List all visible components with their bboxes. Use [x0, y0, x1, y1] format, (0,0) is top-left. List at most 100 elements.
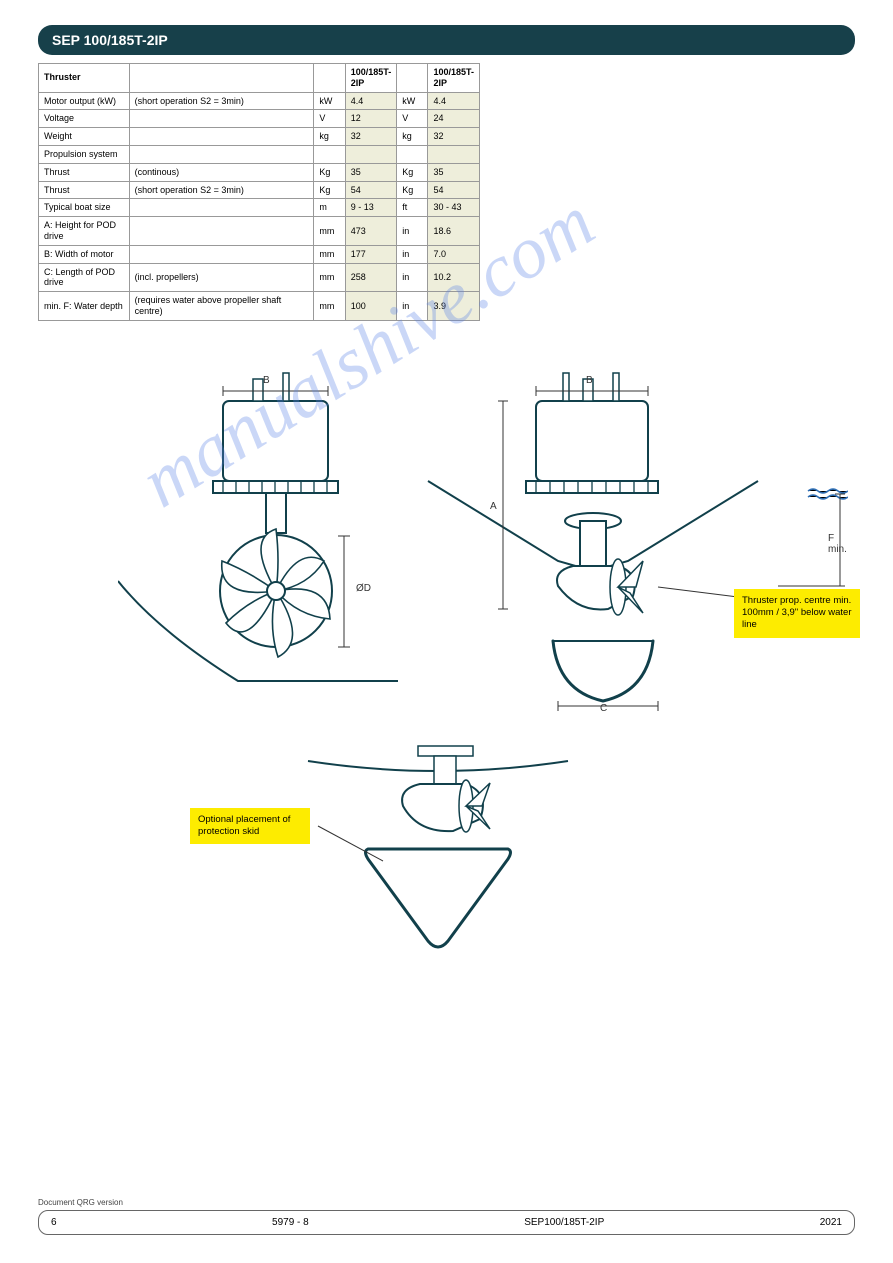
- dim-label-c: C: [600, 703, 607, 714]
- table-cell: [345, 145, 397, 163]
- table-cell: in: [397, 245, 428, 263]
- dim-label-b: B: [263, 375, 270, 386]
- col-header: [129, 64, 314, 93]
- table-cell: 473: [345, 217, 397, 246]
- table-cell: ft: [397, 199, 428, 217]
- table-cell: 54: [428, 181, 480, 199]
- table-cell: [129, 217, 314, 246]
- footer-year: 2021: [820, 1217, 842, 1228]
- table-cell: (requires water above propeller shaft ce…: [129, 292, 314, 321]
- table-cell: C: Length of POD drive: [39, 263, 130, 292]
- table-cell: 177: [345, 245, 397, 263]
- table-cell: V: [314, 110, 345, 128]
- footer-doc: 5979 - 8: [272, 1217, 309, 1228]
- col-header: Thruster: [39, 64, 130, 93]
- footer-note: Document QRG version: [38, 1198, 855, 1207]
- diagram-bottom: [298, 731, 578, 981]
- table-cell: V: [397, 110, 428, 128]
- footer-box: 6 5979 - 8 SEP100/185T-2IP 2021: [38, 1210, 855, 1235]
- table-cell: Voltage: [39, 110, 130, 128]
- diagram-area: B ØD: [38, 361, 855, 981]
- table-cell: 12: [345, 110, 397, 128]
- table-row: min. F: Water depth(requires water above…: [39, 292, 480, 321]
- table-cell: 9 - 13: [345, 199, 397, 217]
- table-row: A: Height for POD drive mm473in18.6: [39, 217, 480, 246]
- table-cell: kW: [397, 92, 428, 110]
- dim-label-a: A: [490, 501, 497, 512]
- footer-page: 6: [51, 1217, 57, 1228]
- table-cell: 3.9: [428, 292, 480, 321]
- diagram-side: [408, 361, 848, 711]
- table-cell: (continous): [129, 163, 314, 181]
- table-cell: 7.0: [428, 245, 480, 263]
- table-cell: mm: [314, 263, 345, 292]
- table-row: Typical boat size m9 - 13ft30 - 43: [39, 199, 480, 217]
- table-cell: [129, 110, 314, 128]
- table-cell: 32: [345, 128, 397, 146]
- table-header-row: Thruster 100/185T-2IP 100/185T-2IP: [39, 64, 480, 93]
- highlight-skid: Optional placement of protection skid: [190, 808, 310, 845]
- table-row: C: Length of POD drive(incl. propellers)…: [39, 263, 480, 292]
- table-cell: 35: [428, 163, 480, 181]
- table-cell: 4.4: [345, 92, 397, 110]
- table-row: Motor output (kW)(short operation S2 = 3…: [39, 92, 480, 110]
- table-cell: A: Height for POD drive: [39, 217, 130, 246]
- table-cell: B: Width of motor: [39, 245, 130, 263]
- table-cell: mm: [314, 217, 345, 246]
- table-cell: Propulsion system: [39, 145, 130, 163]
- table-cell: (incl. propellers): [129, 263, 314, 292]
- table-cell: 4.4: [428, 92, 480, 110]
- table-cell: 32: [428, 128, 480, 146]
- table-cell: min. F: Water depth: [39, 292, 130, 321]
- dim-label-f: F min.: [828, 533, 855, 555]
- spec-table: Thruster 100/185T-2IP 100/185T-2IP Motor…: [38, 63, 480, 321]
- table-cell: m: [314, 199, 345, 217]
- table-cell: [314, 145, 345, 163]
- table-cell: Weight: [39, 128, 130, 146]
- table-cell: [129, 199, 314, 217]
- table-cell: [428, 145, 480, 163]
- table-cell: 35: [345, 163, 397, 181]
- table-cell: 24: [428, 110, 480, 128]
- table-cell: Kg: [314, 181, 345, 199]
- table-cell: [397, 145, 428, 163]
- table-cell: Kg: [314, 163, 345, 181]
- table-cell: mm: [314, 292, 345, 321]
- table-cell: (short operation S2 = 3min): [129, 181, 314, 199]
- col-header: 100/185T-2IP: [345, 64, 397, 93]
- table-cell: 30 - 43: [428, 199, 480, 217]
- col-header: 100/185T-2IP: [428, 64, 480, 93]
- col-header: [397, 64, 428, 93]
- footer: Document QRG version 6 5979 - 8 SEP100/1…: [38, 1198, 855, 1235]
- table-cell: Kg: [397, 181, 428, 199]
- table-cell: Thrust: [39, 181, 130, 199]
- table-cell: [129, 145, 314, 163]
- table-row: Propulsion system: [39, 145, 480, 163]
- diagram-front: [118, 361, 398, 701]
- dim-label-b2: B: [586, 375, 593, 386]
- table-cell: 18.6: [428, 217, 480, 246]
- header-bar: SEP 100/185T-2IP: [38, 25, 855, 55]
- table-cell: Typical boat size: [39, 199, 130, 217]
- col-header: [314, 64, 345, 93]
- table-cell: in: [397, 217, 428, 246]
- table-cell: in: [397, 263, 428, 292]
- table-cell: 258: [345, 263, 397, 292]
- table-row: Thrust(short operation S2 = 3min)Kg54Kg5…: [39, 181, 480, 199]
- table-cell: Kg: [397, 163, 428, 181]
- footer-model: SEP100/185T-2IP: [524, 1217, 604, 1228]
- table-cell: [129, 245, 314, 263]
- table-cell: [129, 128, 314, 146]
- table-row: Thrust(continous)Kg35Kg35: [39, 163, 480, 181]
- table-cell: mm: [314, 245, 345, 263]
- table-cell: 10.2: [428, 263, 480, 292]
- highlight-waterline: Thruster prop. centre min. 100mm / 3,9" …: [734, 589, 860, 638]
- table-cell: kg: [397, 128, 428, 146]
- header-title: SEP 100/185T-2IP: [52, 32, 168, 48]
- dim-label-d: ØD: [356, 583, 371, 594]
- table-row: Weightkg32kg32: [39, 128, 480, 146]
- table-cell: in: [397, 292, 428, 321]
- table-row: VoltageV12V24: [39, 110, 480, 128]
- table-cell: (short operation S2 = 3min): [129, 92, 314, 110]
- table-row: B: Width of motor mm177in7.0: [39, 245, 480, 263]
